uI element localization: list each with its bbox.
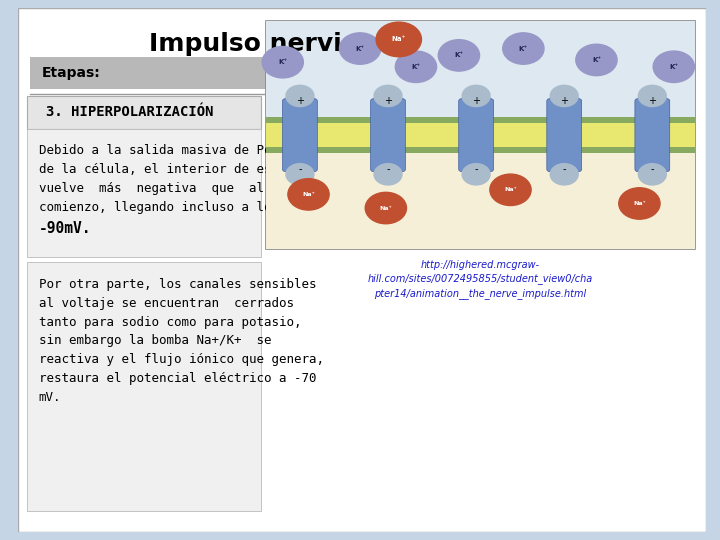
Text: K⁺: K⁺ <box>592 57 601 63</box>
Text: K⁺: K⁺ <box>519 45 528 51</box>
Text: Impulso nervioso .: Impulso nervioso . <box>149 32 410 56</box>
Text: K⁺: K⁺ <box>454 52 464 58</box>
FancyBboxPatch shape <box>18 8 706 532</box>
Text: sin embargo la bomba Na+/K+  se: sin embargo la bomba Na+/K+ se <box>39 334 271 347</box>
FancyBboxPatch shape <box>635 99 670 172</box>
Circle shape <box>365 192 407 224</box>
FancyBboxPatch shape <box>27 96 261 129</box>
Circle shape <box>462 164 490 185</box>
Circle shape <box>438 39 480 71</box>
Text: Na⁺: Na⁺ <box>379 206 392 211</box>
Bar <box>266 117 696 153</box>
Circle shape <box>639 85 666 106</box>
Text: -90mV.: -90mV. <box>39 221 91 236</box>
Circle shape <box>576 44 617 76</box>
Circle shape <box>262 46 303 78</box>
Text: K⁺: K⁺ <box>278 59 287 65</box>
Text: tanto para sodio como para potasio,: tanto para sodio como para potasio, <box>39 315 301 328</box>
Text: Debido a la salida masiva de Potasio: Debido a la salida masiva de Potasio <box>39 144 309 157</box>
Circle shape <box>462 85 490 106</box>
Circle shape <box>376 22 421 57</box>
Circle shape <box>286 164 314 185</box>
Circle shape <box>288 179 329 210</box>
Text: vuelve  más  negativa  que  al: vuelve más negativa que al <box>39 182 264 195</box>
Bar <box>266 21 696 135</box>
Text: de la célula, el interior de esta se: de la célula, el interior de esta se <box>39 163 309 176</box>
Text: al voltaje se encuentran  cerrados: al voltaje se encuentran cerrados <box>39 296 294 310</box>
Circle shape <box>639 164 666 185</box>
Text: +: + <box>296 97 304 106</box>
Circle shape <box>339 33 381 64</box>
Text: -: - <box>386 164 390 174</box>
FancyBboxPatch shape <box>27 262 261 511</box>
Circle shape <box>550 164 578 185</box>
Circle shape <box>374 85 402 106</box>
Text: +: + <box>472 97 480 106</box>
Text: Na⁺: Na⁺ <box>633 201 646 206</box>
Text: Na⁺: Na⁺ <box>504 187 517 192</box>
Circle shape <box>395 51 436 83</box>
Text: Etapas:: Etapas: <box>42 66 101 80</box>
Circle shape <box>618 188 660 219</box>
Text: -: - <box>298 164 302 174</box>
Circle shape <box>653 51 694 83</box>
FancyBboxPatch shape <box>282 99 318 172</box>
FancyBboxPatch shape <box>546 99 582 172</box>
Text: Na⁺: Na⁺ <box>392 36 406 43</box>
Text: -: - <box>562 164 566 174</box>
Circle shape <box>490 174 531 206</box>
Bar <box>266 117 696 123</box>
Text: -: - <box>651 164 654 174</box>
Circle shape <box>550 85 578 106</box>
Text: +: + <box>648 97 657 106</box>
Text: K⁺: K⁺ <box>411 64 420 70</box>
FancyBboxPatch shape <box>459 99 493 172</box>
Text: -: - <box>474 164 478 174</box>
Text: reactiva y el flujo iónico que genera,: reactiva y el flujo iónico que genera, <box>39 353 323 366</box>
Text: K⁺: K⁺ <box>669 64 678 70</box>
Bar <box>266 153 696 249</box>
Text: http://highered.mcgraw-
hill.com/sites/0072495855/student_view0/cha
pter14/anima: http://highered.mcgraw- hill.com/sites/0… <box>368 260 593 299</box>
Text: +: + <box>384 97 392 106</box>
Bar <box>266 21 696 249</box>
Text: Na⁺: Na⁺ <box>302 192 315 197</box>
FancyBboxPatch shape <box>371 99 405 172</box>
Bar <box>30 57 456 89</box>
Text: restaura el potencial eléctrico a -70: restaura el potencial eléctrico a -70 <box>39 372 316 385</box>
Text: +: + <box>560 97 568 106</box>
Circle shape <box>374 164 402 185</box>
Text: mV.: mV. <box>39 391 61 404</box>
Bar <box>266 147 696 153</box>
FancyBboxPatch shape <box>27 129 261 257</box>
Text: K⁺: K⁺ <box>356 45 364 51</box>
Circle shape <box>503 33 544 64</box>
Text: 3. HIPERPOLARIZACIÓN: 3. HIPERPOLARIZACIÓN <box>45 105 213 119</box>
Circle shape <box>286 85 314 106</box>
Text: Por otra parte, los canales sensibles: Por otra parte, los canales sensibles <box>39 278 316 291</box>
Text: comienzo, llegando incluso a los: comienzo, llegando incluso a los <box>39 201 279 214</box>
